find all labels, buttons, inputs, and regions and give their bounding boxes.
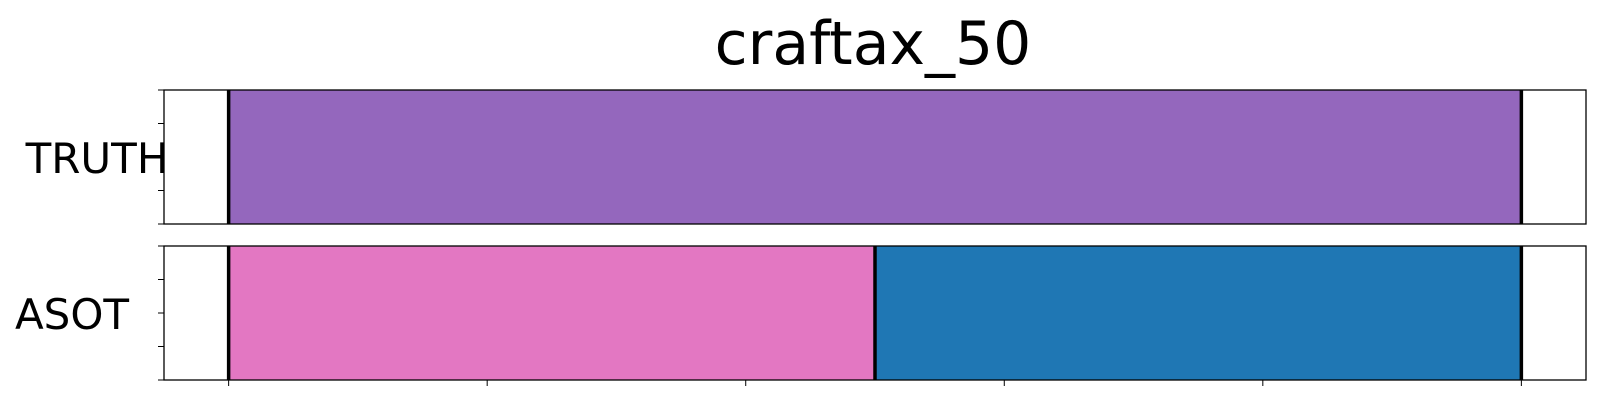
row-label-truth: TRUTH [25,134,169,183]
chart-title: craftax_50 [715,9,1032,79]
segment-truth-0 [228,90,1522,224]
segment-asot-1 [875,246,1522,380]
segment-asot-0 [228,246,876,380]
row-truth: TRUTH [25,89,1587,225]
row-label-asot: ASOT [15,290,129,339]
rows-layer: TRUTH ASOT [15,89,1587,386]
row-asot: ASOT [15,245,1587,386]
